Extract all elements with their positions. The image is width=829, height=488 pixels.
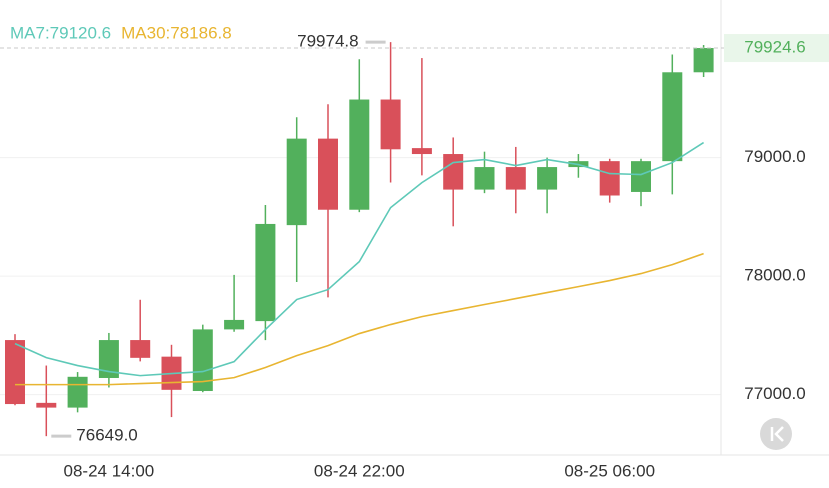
legend-entry: MA30:78186.8: [121, 23, 232, 42]
candle-body: [505, 167, 526, 190]
candle-body: [286, 138, 307, 226]
candle-body: [693, 48, 714, 73]
candle-body: [599, 161, 620, 196]
candle-body: [411, 148, 432, 155]
candle-body: [67, 376, 88, 408]
y-tick-label: 79000.0: [744, 147, 805, 166]
candle-body: [537, 167, 558, 190]
candle-body: [192, 329, 213, 392]
y-tick-label: 77000.0: [744, 384, 805, 403]
candle-body: [224, 319, 245, 330]
moving-average-line: [15, 252, 704, 386]
candle-body: [5, 340, 25, 405]
candle-body: [98, 340, 119, 378]
candle-body: [631, 161, 651, 192]
x-tick-label: 08-25 06:00: [564, 461, 655, 480]
candle-body: [380, 99, 401, 150]
legend-entry: MA7:79120.6: [10, 23, 111, 42]
collapse-button[interactable]: [760, 418, 792, 450]
candle-body: [474, 167, 495, 190]
x-tick-label: 08-24 22:00: [314, 461, 405, 480]
y-tick-label: 78000.0: [744, 266, 805, 285]
last-price-label: 79924.6: [744, 38, 805, 57]
candle-body: [255, 223, 276, 322]
candle-body: [443, 154, 464, 190]
last-price-tag: [724, 34, 829, 63]
candle-body: [318, 138, 338, 210]
candle-body: [130, 340, 151, 358]
x-tick-label: 08-24 14:00: [64, 461, 155, 480]
max-label: 79974.8: [297, 32, 358, 51]
candle-body: [349, 99, 370, 210]
candle-body: [36, 402, 57, 408]
moving-average-line: [14, 141, 705, 377]
min-label: 76649.0: [76, 426, 137, 445]
candle-body: [662, 72, 683, 162]
